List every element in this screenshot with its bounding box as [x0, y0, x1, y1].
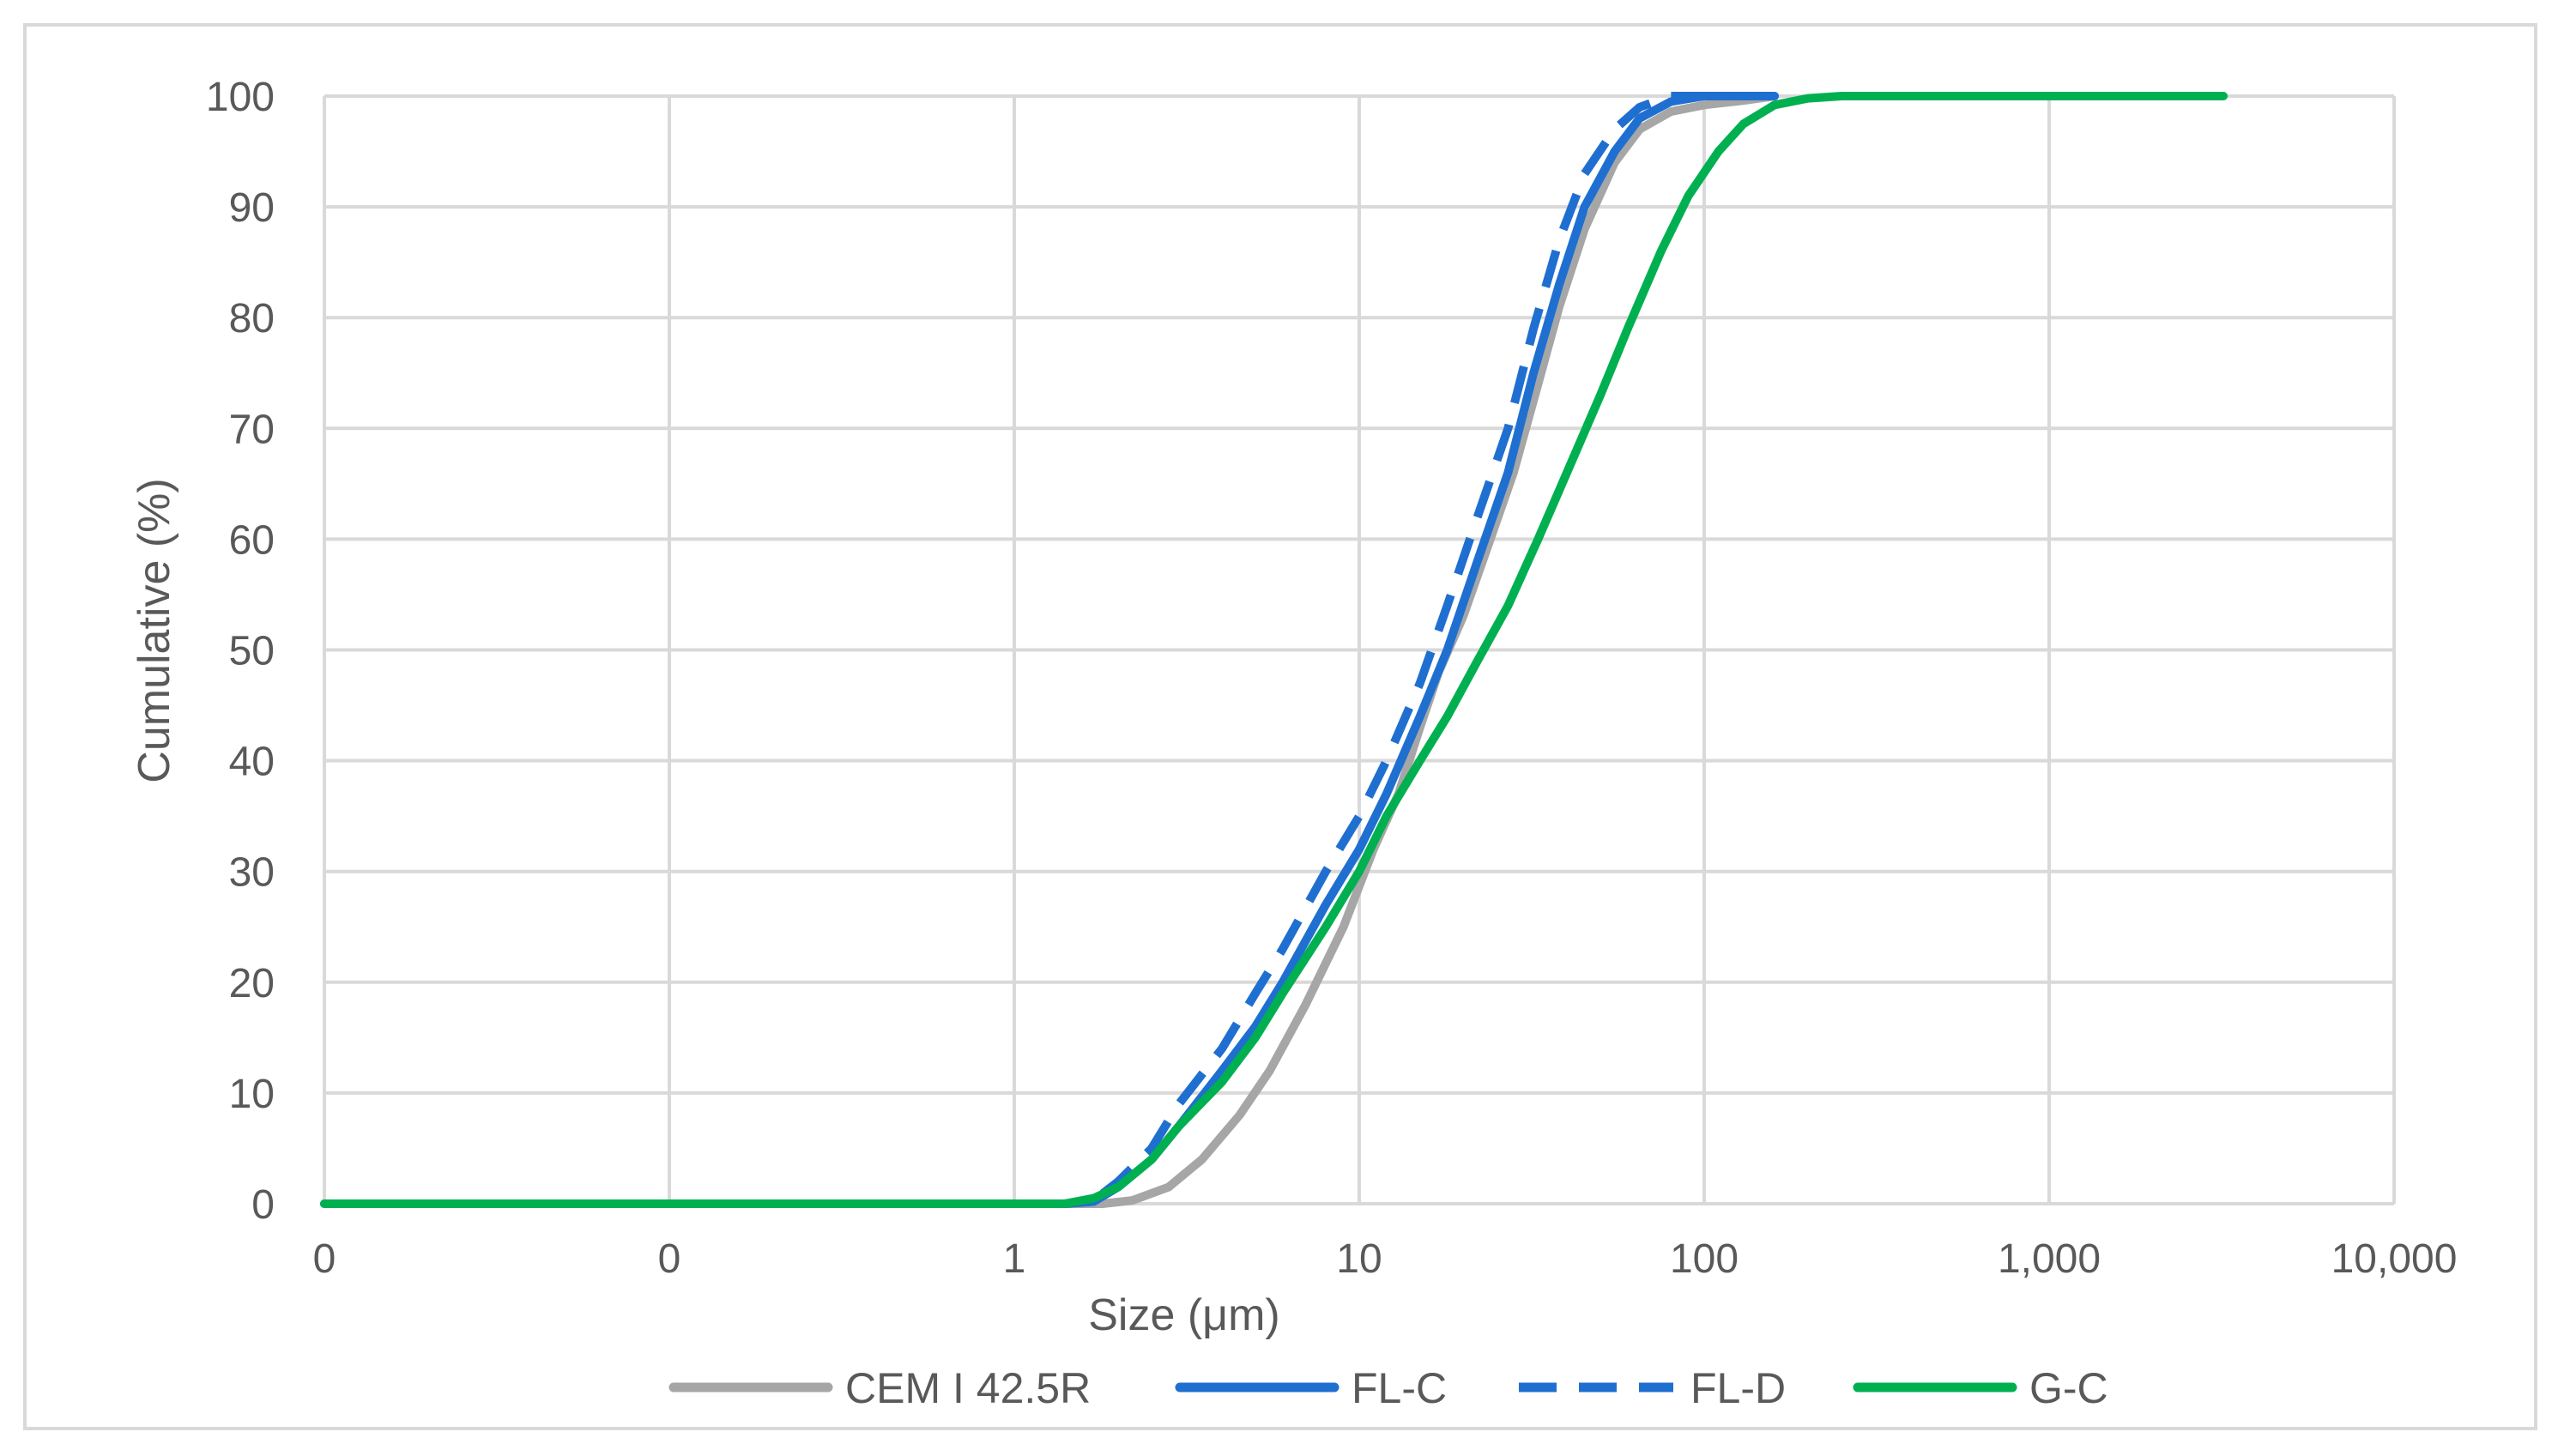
x-tick-label: 100: [1670, 1236, 1739, 1282]
legend-label: FL-D: [1690, 1364, 1786, 1412]
y-tick-label: 10: [229, 1072, 275, 1117]
x-tick-label: 10,000: [2331, 1236, 2458, 1282]
series-line-cem-i-42-5r: [320, 92, 1780, 1208]
legend-label: FL-C: [1352, 1364, 1447, 1412]
y-tick-label: 90: [229, 185, 275, 231]
y-axis-tick-labels: 0 10 20 30 40 50 60 70 80 90 100: [206, 75, 275, 1228]
x-axis-tick-labels: 0 0 1 10 100 1,000 10,000: [313, 1236, 2458, 1282]
series-line-g-c: [320, 92, 2228, 1208]
y-tick-label: 40: [229, 740, 275, 785]
legend-label: G-C: [2029, 1364, 2108, 1412]
y-tick-label: 70: [229, 407, 275, 452]
grid-lines: [323, 94, 2396, 1205]
y-tick-label: 50: [229, 629, 275, 674]
y-axis-title: Cumulative (%): [130, 478, 179, 782]
x-axis-title: Size (μm): [1088, 1290, 1280, 1340]
x-tick-label: 10: [1336, 1236, 1382, 1282]
y-tick-label: 60: [229, 517, 275, 563]
series-lines: [320, 92, 2228, 1208]
x-tick-label: 1: [1003, 1236, 1026, 1282]
x-tick-label: 0: [658, 1236, 681, 1282]
y-tick-label: 30: [229, 850, 275, 896]
y-tick-label: 20: [229, 961, 275, 1006]
x-tick-label: 1,000: [1998, 1236, 2101, 1282]
chart-frame: [23, 23, 2537, 1430]
y-tick-label: 100: [206, 75, 275, 120]
legend-label: CEM I 42.5R: [845, 1364, 1091, 1412]
y-tick-label: 80: [229, 296, 275, 341]
x-tick-label: 0: [313, 1236, 336, 1282]
legend: CEM I 42.5R FL-C FL-D G-C: [668, 1364, 2108, 1412]
y-tick-label: 0: [251, 1182, 275, 1228]
